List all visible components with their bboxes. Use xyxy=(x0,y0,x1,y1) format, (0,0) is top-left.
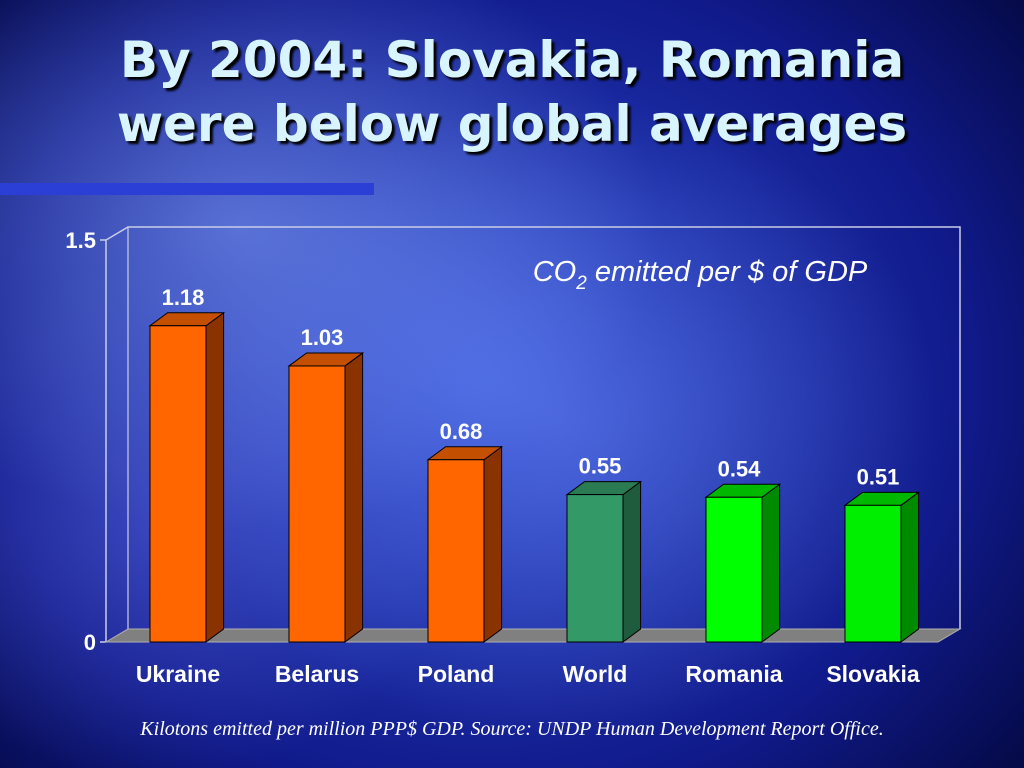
bar-slovakia xyxy=(844,504,902,643)
x-tick-label: Belarus xyxy=(275,661,359,687)
bar-belarus xyxy=(288,365,346,643)
chart-floor xyxy=(104,628,962,643)
bar-side xyxy=(483,445,503,643)
chart-wall-outline xyxy=(105,226,961,642)
bar-side xyxy=(344,351,364,643)
slide-title-line-1: By 2004: Slovakia, Romania xyxy=(119,31,905,89)
bar-side xyxy=(900,491,920,643)
bar-ukraine xyxy=(149,325,207,643)
bar-side xyxy=(205,311,225,643)
bar-side xyxy=(622,480,642,643)
chart-floor-plane xyxy=(104,628,962,643)
source-footnote: Kilotons emitted per million PPP$ GDP. S… xyxy=(140,718,884,740)
x-tick-label: Poland xyxy=(418,661,495,687)
bar-poland xyxy=(427,459,485,643)
value-label: 1.18 xyxy=(162,285,205,310)
chart-labels: 0 1.5 1.18 Ukraine 1.03 Belarus 0.68 Poland 0.55… xyxy=(65,228,919,687)
bar-world xyxy=(566,494,624,643)
value-label: 0.54 xyxy=(718,456,762,481)
chart-title-subscript: 2 xyxy=(575,273,587,294)
bar-side xyxy=(761,483,781,643)
bar-romania xyxy=(705,496,763,643)
value-label: 0.51 xyxy=(857,464,900,489)
y-tick-label: 1.5 xyxy=(65,228,96,253)
chart-title-rest: emitted per $ of GDP xyxy=(587,256,868,288)
value-label: 1.03 xyxy=(301,325,344,350)
value-label: 0.55 xyxy=(579,454,622,479)
chart-title-co: CO xyxy=(533,256,577,288)
y-tick-label: 0 xyxy=(84,630,96,655)
x-tick-label: Romania xyxy=(685,661,782,687)
chart-frame xyxy=(100,226,961,643)
x-tick-label: World xyxy=(563,661,628,687)
value-label: 0.68 xyxy=(440,419,483,444)
x-tick-label: Ukraine xyxy=(136,661,220,687)
slide-title-line-2: were below global averages xyxy=(116,95,908,153)
title-underline-bar xyxy=(0,183,374,195)
chart-title: CO2 emitted per $ of GDP xyxy=(533,256,868,294)
x-tick-label: Slovakia xyxy=(826,661,920,687)
chart-bars xyxy=(148,311,921,643)
slide-title: By 2004: Slovakia, Romania were below gl… xyxy=(0,28,1024,156)
